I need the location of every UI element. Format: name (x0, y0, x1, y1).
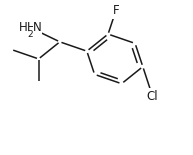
Text: F: F (113, 4, 119, 17)
Text: N: N (33, 21, 41, 34)
Text: Cl: Cl (147, 90, 158, 103)
Text: H: H (26, 21, 35, 34)
Text: H: H (19, 21, 28, 34)
Text: 2: 2 (27, 30, 33, 39)
